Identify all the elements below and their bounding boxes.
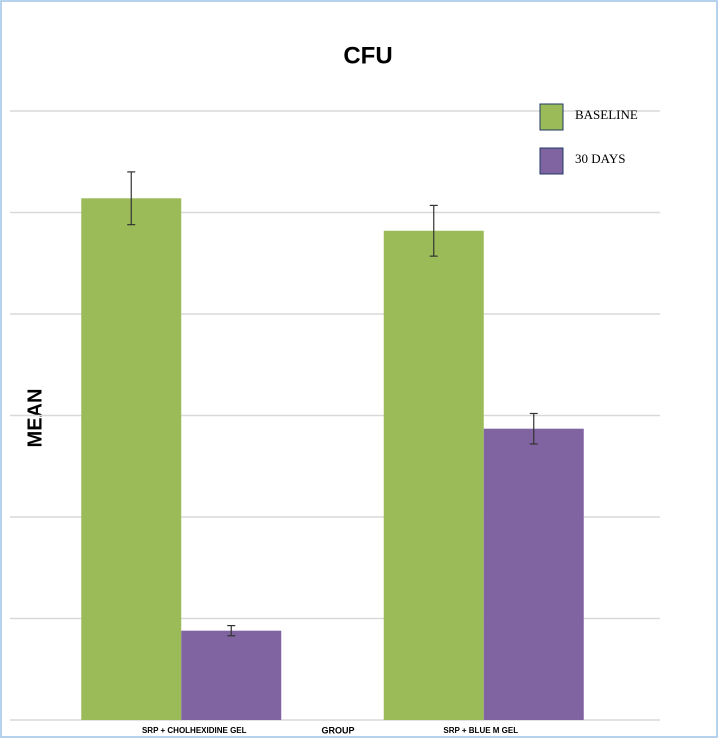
error-bar <box>529 412 538 445</box>
bar <box>81 198 182 721</box>
y-axis-label: MEAN <box>24 389 46 448</box>
legend-swatch <box>539 103 564 131</box>
legend-swatch <box>539 147 564 175</box>
bar <box>383 230 484 720</box>
chart-title: CFU <box>343 42 392 69</box>
x-tick-label: SRP + CHOLHEXIDINE GEL <box>142 726 247 735</box>
legend-label: 30 DAYS <box>575 151 625 166</box>
bar <box>483 428 584 720</box>
error-bar <box>429 204 438 257</box>
legend-label: BASELINE <box>575 107 638 122</box>
error-bar <box>227 625 236 637</box>
x-tick-label: SRP + BLUE M GEL <box>443 726 518 735</box>
x-axis-label: GROUP <box>321 725 354 735</box>
error-bar <box>127 171 136 226</box>
bar <box>181 630 282 720</box>
